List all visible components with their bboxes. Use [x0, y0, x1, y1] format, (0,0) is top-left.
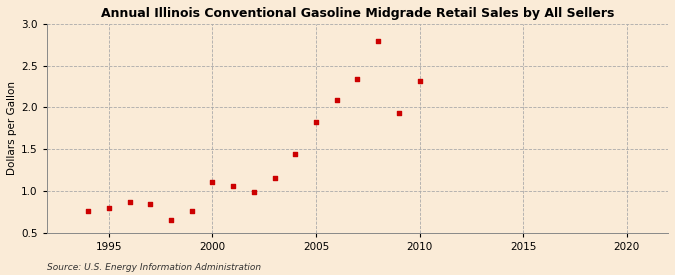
Point — [373, 39, 383, 43]
Point — [124, 199, 135, 204]
Point — [207, 179, 218, 184]
Point — [331, 98, 342, 102]
Text: Source: U.S. Energy Information Administration: Source: U.S. Energy Information Administ… — [47, 263, 261, 272]
Point — [83, 209, 94, 213]
Point — [145, 202, 156, 206]
Point — [103, 206, 114, 211]
Point — [394, 111, 404, 116]
Point — [290, 152, 300, 156]
Point — [352, 77, 362, 81]
Point — [186, 209, 197, 213]
Point — [414, 79, 425, 84]
Title: Annual Illinois Conventional Gasoline Midgrade Retail Sales by All Sellers: Annual Illinois Conventional Gasoline Mi… — [101, 7, 614, 20]
Point — [269, 176, 280, 180]
Point — [248, 189, 259, 194]
Y-axis label: Dollars per Gallon: Dollars per Gallon — [7, 81, 17, 175]
Point — [165, 218, 176, 222]
Point — [310, 119, 321, 124]
Point — [227, 184, 238, 188]
